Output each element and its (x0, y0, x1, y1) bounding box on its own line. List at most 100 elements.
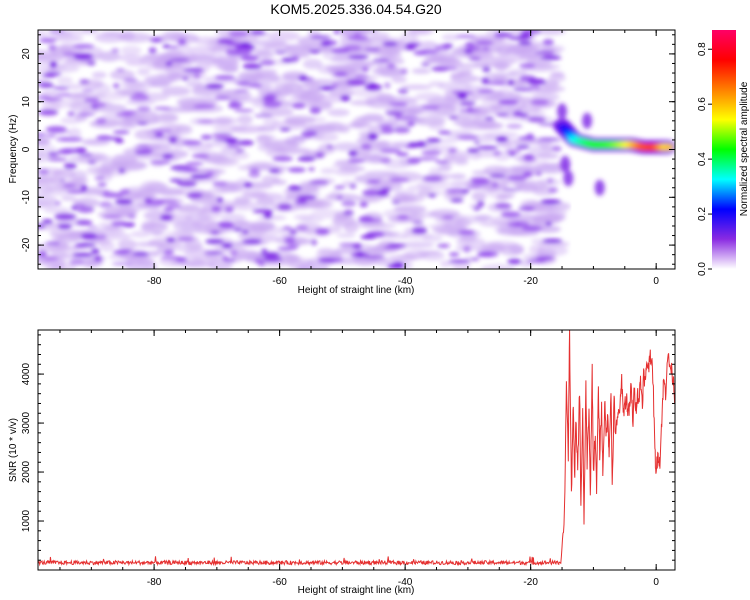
noise-blob (509, 244, 524, 254)
noise-streak (496, 112, 510, 117)
noise-streak (295, 199, 308, 205)
noise-streak (352, 246, 362, 250)
noise-blob (370, 31, 390, 41)
noise-streak (142, 148, 153, 153)
noise-streak (346, 79, 367, 86)
noise-blob (142, 92, 170, 102)
noise-blob (181, 260, 215, 268)
colorbar-gradient (712, 30, 736, 269)
noise-streak (519, 33, 533, 39)
noise-streak (466, 148, 480, 153)
ridge-smear (594, 179, 605, 196)
noise-blob (255, 134, 271, 145)
noise-blob (193, 255, 220, 263)
noise-streak (507, 258, 522, 265)
noise-streak (530, 99, 550, 106)
noise-streak (200, 134, 213, 140)
noise-streak (242, 229, 249, 235)
noise-blob (528, 145, 553, 156)
noise-streak (87, 225, 99, 229)
noise-blob (237, 231, 254, 240)
noise-blob (56, 76, 73, 86)
noise-blob (141, 220, 156, 232)
y-tick-label: 1000 (21, 509, 32, 532)
noise-streak (41, 73, 56, 79)
noise-streak (87, 60, 96, 66)
noise-streak (470, 46, 481, 51)
noise-streak (542, 39, 554, 46)
noise-blob (187, 46, 219, 53)
noise-streak (72, 252, 94, 257)
noise-streak (78, 152, 93, 157)
x-tick-label: -40 (398, 276, 413, 287)
noise-blob (284, 115, 316, 125)
x-tick-label: -40 (398, 577, 413, 588)
noise-streak (57, 223, 72, 230)
noise-streak (471, 257, 480, 261)
noise-blob (156, 189, 177, 196)
noise-streak (214, 75, 235, 80)
noise-streak (177, 38, 187, 46)
noise-streak (79, 79, 90, 84)
noise-streak (465, 186, 483, 189)
noise-blob (536, 245, 569, 257)
noise-blob (517, 186, 548, 192)
noise-streak (459, 101, 476, 106)
noise-streak (482, 66, 491, 73)
noise-blob (38, 181, 49, 189)
noise-streak (59, 178, 66, 183)
noise-streak (527, 116, 546, 123)
noise-streak (111, 48, 120, 53)
noise-streak (523, 171, 533, 177)
noise-streak (450, 198, 464, 203)
noise-blob (91, 71, 107, 79)
noise-blob (456, 215, 489, 224)
noise-streak (363, 255, 385, 260)
noise-blob (167, 72, 182, 82)
noise-streak (492, 151, 502, 155)
noise-blob (152, 112, 179, 124)
noise-blob (512, 138, 543, 145)
noise-streak (516, 144, 530, 150)
noise-streak (38, 95, 51, 99)
noise-blob (131, 192, 156, 200)
snr-y-axis-label: SNR (10 * v/v) (8, 418, 19, 482)
noise-blob (437, 81, 473, 91)
noise-streak (118, 168, 126, 174)
noise-streak (233, 109, 254, 113)
noise-streak (288, 167, 306, 173)
noise-streak (354, 74, 370, 79)
noise-streak (258, 260, 266, 267)
noise-streak (169, 178, 182, 183)
noise-streak (484, 116, 494, 121)
noise-streak (43, 97, 64, 102)
noise-streak (44, 256, 59, 261)
noise-streak (151, 128, 172, 134)
noise-streak (458, 229, 476, 235)
noise-streak (234, 89, 249, 93)
noise-blob (375, 140, 390, 148)
noise-blob (489, 54, 525, 63)
noise-blob (535, 30, 566, 36)
y-tick-label: 20 (21, 48, 32, 60)
noise-blob (120, 81, 146, 89)
noise-streak (160, 255, 181, 260)
noise-blob (50, 263, 65, 269)
noise-streak (205, 83, 225, 89)
noise-streak (422, 175, 443, 182)
noise-streak (395, 113, 402, 121)
noise-streak (359, 201, 369, 208)
noise-blob (56, 234, 81, 244)
noise-blob (523, 109, 546, 117)
noise-blob (38, 195, 58, 207)
noise-blob (97, 168, 115, 174)
noise-streak (301, 130, 318, 138)
noise-blob (333, 142, 361, 152)
noise-blob (394, 189, 416, 195)
noise-streak (364, 83, 383, 91)
noise-streak (243, 182, 253, 188)
noise-blob (117, 32, 153, 43)
noise-streak (112, 250, 130, 255)
noise-streak (228, 30, 249, 38)
noise-blob (237, 114, 253, 125)
